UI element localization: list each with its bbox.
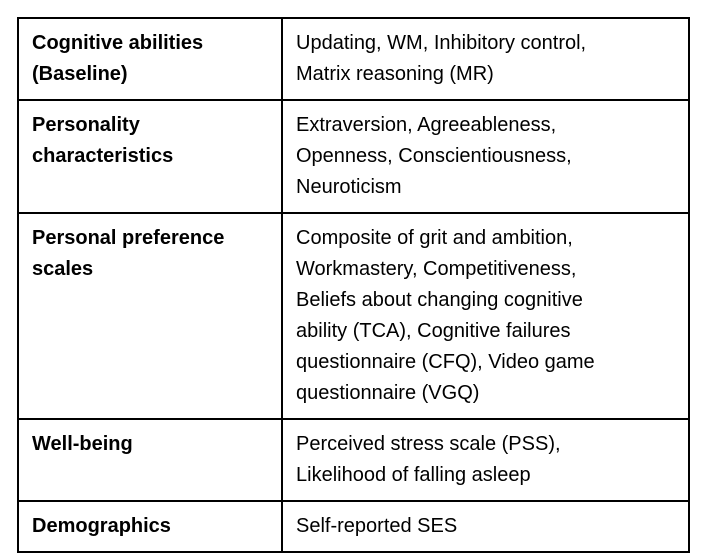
measure-line: Updating, WM, Inhibitory control, xyxy=(296,32,587,54)
category-line: Cognitive abilities xyxy=(32,32,204,54)
category-line: characteristics xyxy=(32,145,174,167)
category-cell: Personality characteristics xyxy=(17,99,283,214)
measure-line: Likelihood of falling asleep xyxy=(296,464,531,486)
category-cell: Cognitive abilities (Baseline) xyxy=(17,17,283,101)
category-line: Personality xyxy=(32,114,140,136)
measures-cell: Self-reported SES xyxy=(281,500,690,553)
measure-line: Matrix reasoning (MR) xyxy=(296,63,494,85)
table-row: Personality characteristics Extraversion… xyxy=(17,99,690,214)
measure-line: Neuroticism xyxy=(296,176,402,198)
measure-line: ability (TCA), Cognitive failures xyxy=(296,320,571,342)
measure-line: Extraversion, Agreeableness, xyxy=(296,114,557,136)
measure-line: Beliefs about changing cognitive xyxy=(296,289,583,311)
category-cell: Personal preference scales xyxy=(17,212,283,420)
category-line: scales xyxy=(32,258,94,280)
category-line: (Baseline) xyxy=(32,63,128,85)
table-row: Personal preference scales Composite of … xyxy=(17,212,690,420)
measures-cell: Composite of grit and ambition, Workmast… xyxy=(281,212,690,420)
measures-table: Cognitive abilities (Baseline) Updating,… xyxy=(17,17,690,553)
measures-cell: Extraversion, Agreeableness, Openness, C… xyxy=(281,99,690,214)
category-line: Personal preference xyxy=(32,227,225,249)
measures-cell: Updating, WM, Inhibitory control, Matrix… xyxy=(281,17,690,101)
measure-line: Workmastery, Competitiveness, xyxy=(296,258,577,280)
measure-line: Openness, Conscientiousness, xyxy=(296,145,572,167)
measure-line: Self-reported SES xyxy=(296,515,458,537)
measure-line: Perceived stress scale (PSS), xyxy=(296,433,561,455)
measure-line: questionnaire (VGQ) xyxy=(296,382,480,404)
measure-line: Composite of grit and ambition, xyxy=(296,227,573,249)
table-row: Demographics Self-reported SES xyxy=(17,500,690,553)
category-line: Well-being xyxy=(32,433,133,455)
table-row: Well-being Perceived stress scale (PSS),… xyxy=(17,418,690,502)
category-cell: Demographics xyxy=(17,500,283,553)
table-row: Cognitive abilities (Baseline) Updating,… xyxy=(17,17,690,101)
category-cell: Well-being xyxy=(17,418,283,502)
measure-line: questionnaire (CFQ), Video game xyxy=(296,351,595,373)
category-line: Demographics xyxy=(32,515,171,537)
measures-cell: Perceived stress scale (PSS), Likelihood… xyxy=(281,418,690,502)
